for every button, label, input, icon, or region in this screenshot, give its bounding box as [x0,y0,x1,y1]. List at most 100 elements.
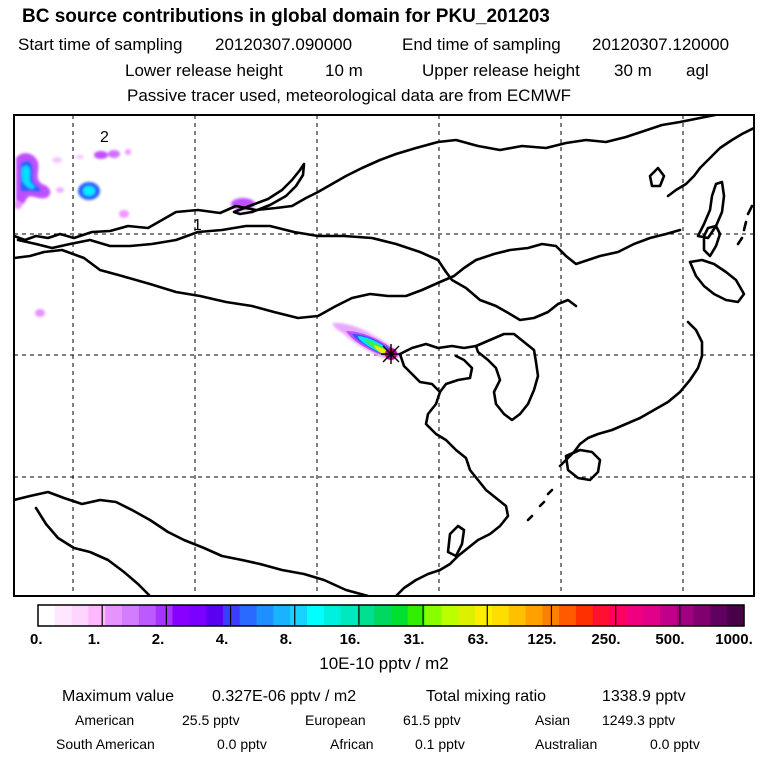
color-scale-cell [407,605,426,626]
region-name-asian: Asian [535,712,571,728]
color-scale-cell [54,605,73,626]
color-scale-cell [38,605,56,626]
region-value-australian: 0.0 pptv [650,736,700,752]
map-frame [13,114,755,597]
arctic-coast [14,115,721,242]
color-scale-tick-label: 4. [215,631,229,648]
scale-unit-label: 10E-10 pptv / m2 [319,654,449,673]
end-time-value: 20120307.120000 [592,35,730,54]
receptor-star-marker-icon [381,344,401,364]
color-scale-cell [710,605,728,626]
map-panel: 2 1 [13,114,755,597]
color-scale-tick-label: 2. [151,631,165,648]
color-scale-cell [189,605,207,626]
kuril-islands [736,204,754,246]
region-name-american: American [75,712,135,728]
color-scale-cell [239,605,258,626]
japan-kyushu [564,448,602,482]
himalaya-border [14,490,370,596]
color-scale-cell [357,605,375,626]
color-scale-cell [391,605,409,626]
end-time-label: End time of sampling [402,35,561,54]
color-scale-cell [88,605,106,626]
ryukyu-islands [526,488,554,522]
korea-peninsula [474,332,540,422]
color-scale-tick-label: 8. [279,631,293,648]
color-scale-cell [71,605,90,626]
color-scale-tick-label: 500. [655,631,685,648]
region-value-south-american: 0.0 pptv [217,736,267,752]
start-time-value: 20120307.090000 [215,35,353,54]
total-mixing-value: 1338.9 pptv [602,688,686,705]
color-scale-cell [222,605,241,626]
color-scale-cell [727,605,745,626]
color-scale-cell [138,605,157,626]
region-label-2: 2 [100,129,109,146]
color-scale-cell [559,605,577,626]
max-value: 0.327E-06 pptv / m2 [212,688,357,705]
color-scale-cell [155,605,174,626]
color-scale-tick-label: 250. [591,631,621,648]
color-scale-cell [693,605,711,626]
region-name-european: European [305,712,366,728]
color-scale-cell [626,605,644,626]
map-title: BC source contributions in global domain… [22,6,550,27]
region-name-south-american: South American [56,736,155,752]
kazakh-border [16,224,448,274]
coastlines [14,115,754,596]
color-scale-cell [323,605,342,626]
japan-honshu [558,320,704,468]
color-scale-bar [37,604,745,627]
lower-release-label: Lower release height [125,61,283,80]
color-scale-cell [643,605,661,626]
region-value-european: 61.5 pptv [403,712,461,728]
region-name-australian: Australian [535,736,598,752]
manchuria-border [444,270,578,322]
tracer-note: Passive tracer used, meteorological data… [127,86,572,105]
color-scale-tick-label: 0. [30,631,43,648]
lower-release-value: 10 m [325,61,363,80]
color-scale-cell [340,605,358,626]
color-scale-tick-label: 1. [87,631,101,648]
japan-hokkaido [688,258,746,304]
total-mixing-label: Total mixing ratio [426,688,547,705]
color-scale-tick-label: 16. [339,631,361,648]
color-scale-tick-label: 31. [403,631,425,648]
max-value-label: Maximum value [62,688,175,705]
bohai-coast [398,342,478,394]
region-name-african: African [330,736,374,752]
china-east-coast [394,390,510,596]
color-scale-cell [273,605,291,626]
upper-release-label: Upper release height [422,61,580,80]
region-label-1: 1 [193,217,202,234]
start-time-label: Start time of sampling [18,35,183,54]
color-scale-cell [105,605,123,626]
color-scale-cell [575,605,594,626]
novaya-zemlya [232,162,306,216]
color-scale-cell [172,605,190,626]
color-scale-cell [491,605,510,626]
sakhalin [702,224,722,258]
color-scale-cell [609,605,627,626]
color-scale-cell [206,605,224,626]
color-scale-cell [441,605,459,626]
graticule [14,115,754,596]
color-scale-cell [592,605,611,626]
color-scale-tick-label: 1000. [715,631,753,648]
color-scale-cell [508,605,527,626]
color-scale-cell [122,605,140,626]
region-value-american: 25.5 pptv [182,712,240,728]
mongolia-border [14,228,682,320]
color-scale-cell [525,605,543,626]
color-scale-tick-label: 63. [467,631,489,648]
color-scale-cell [256,605,274,626]
upper-release-value: 30 m [614,61,652,80]
color-scale-cell [458,605,476,626]
color-scale-cell [290,605,308,626]
height-unit: agl [686,61,709,80]
color-scale-cell [475,605,493,626]
color-scale-cell [659,605,678,626]
kamchatka [696,180,726,240]
color-scale-cell [676,605,695,626]
color-scale-cell [374,605,392,626]
